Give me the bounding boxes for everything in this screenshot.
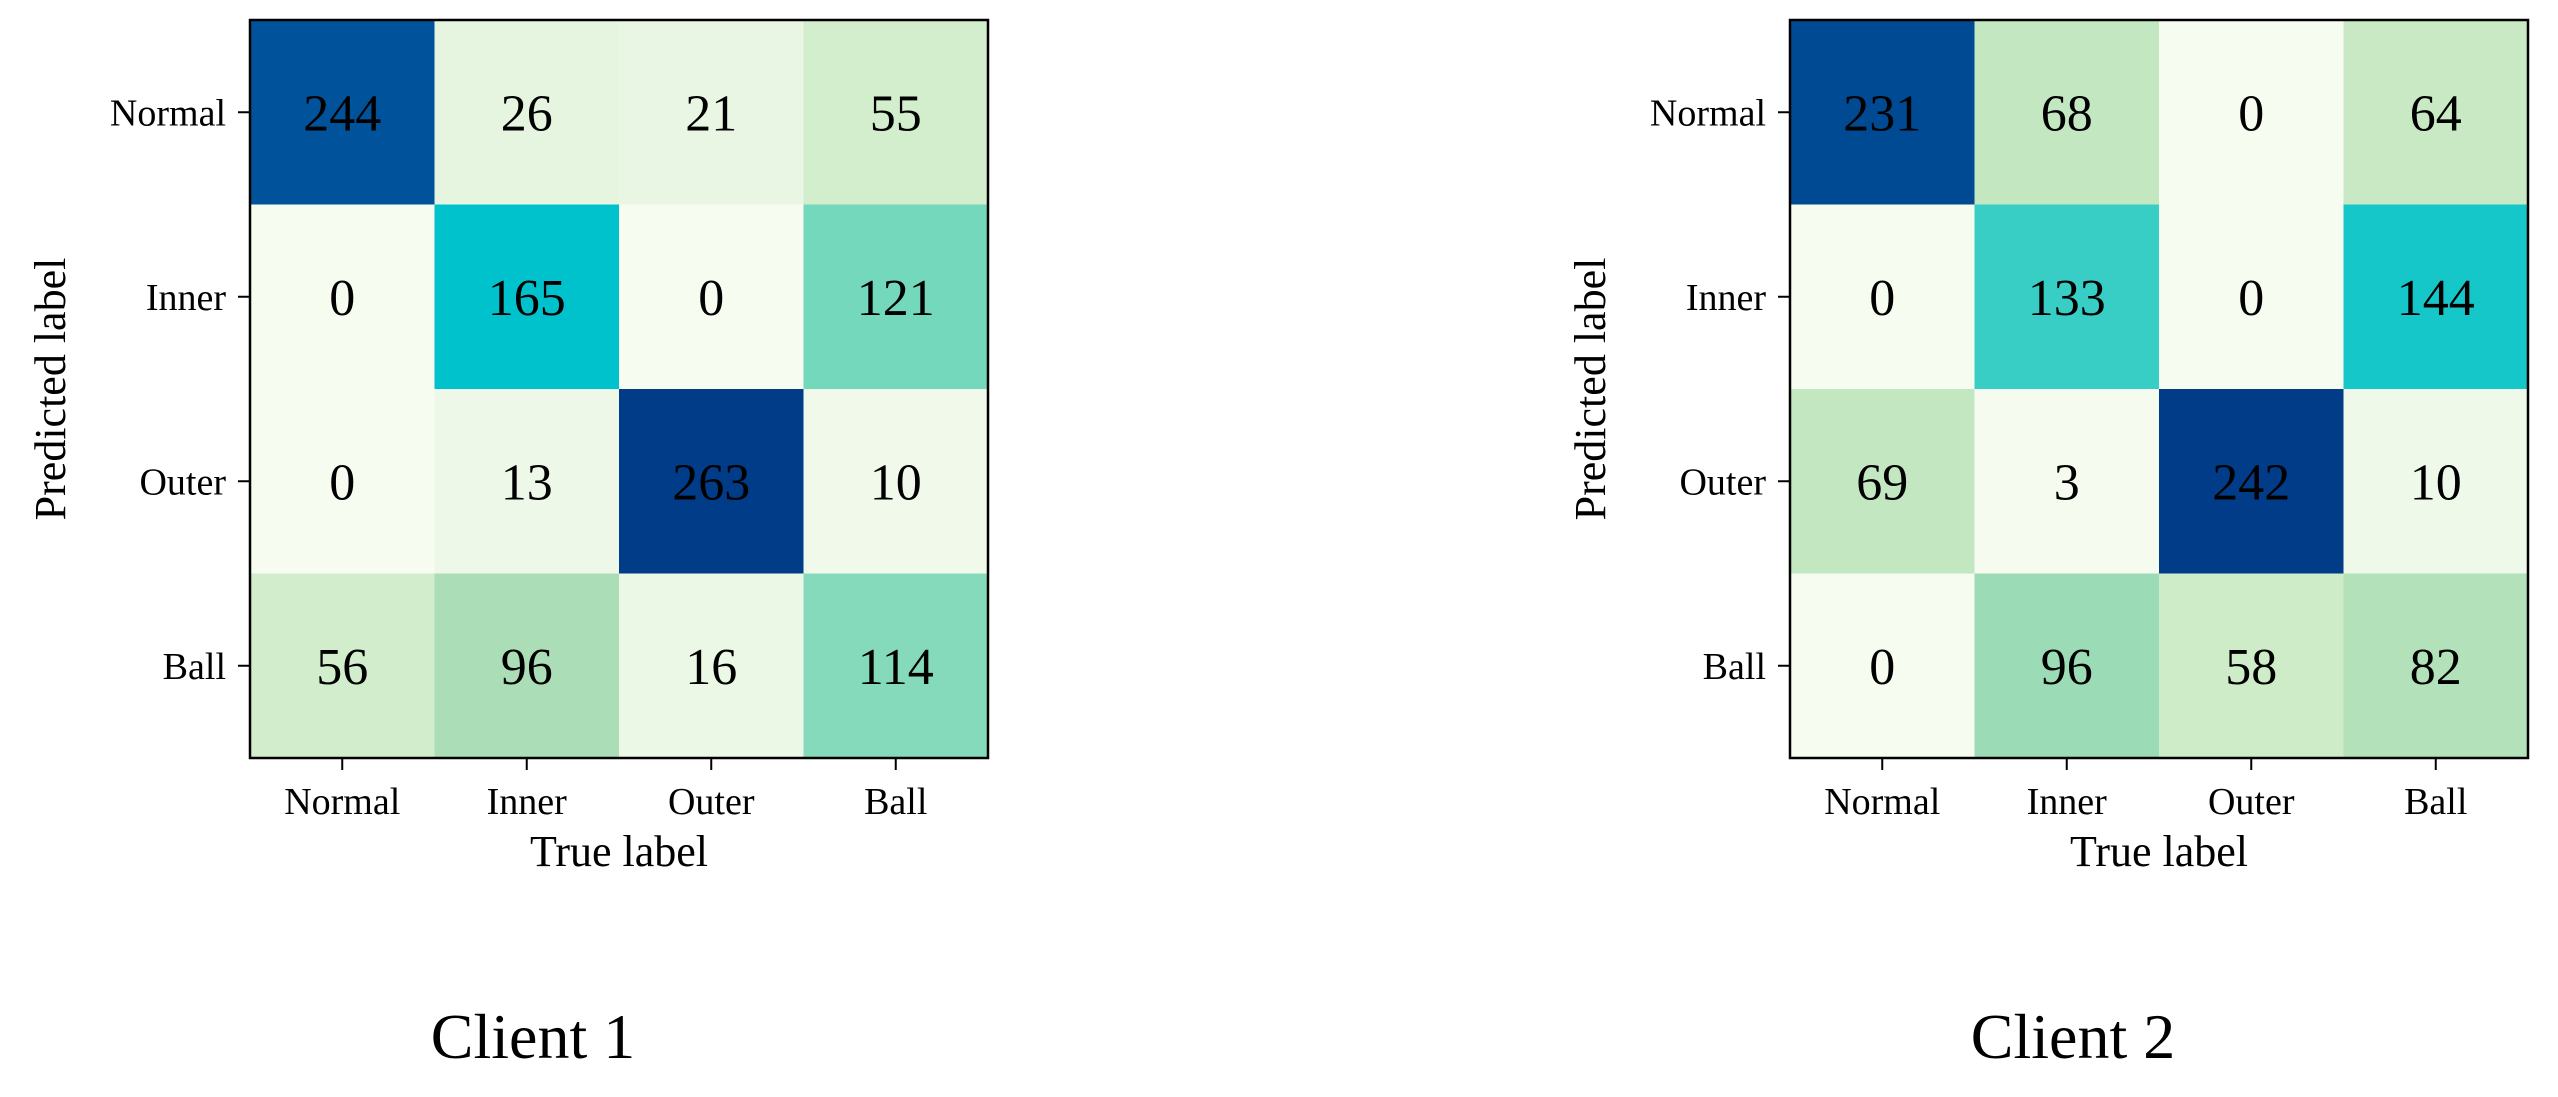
cm2-value-r0-c0: 231 bbox=[1843, 85, 1921, 142]
cm1-cell-r3-c2 bbox=[619, 573, 804, 758]
cm2-value-r2-c3: 10 bbox=[2410, 454, 2462, 511]
cm2-cell-r1-c0 bbox=[1790, 204, 1975, 389]
cm2-value-r3-c1: 96 bbox=[2041, 639, 2093, 696]
cm2-cell-r1-c3 bbox=[2343, 204, 2528, 389]
cm1-cell-r0-c2 bbox=[619, 20, 804, 205]
cm2-xtick-label-2: Outer bbox=[2208, 781, 2295, 823]
cm1-ytick-label-2: Outer bbox=[139, 461, 226, 503]
cm2-cell-r2-c0 bbox=[1790, 389, 1975, 574]
cm1-cell-r0-c0 bbox=[250, 20, 435, 205]
cm1-ytick-label-1: Inner bbox=[146, 277, 227, 319]
cm1-value-r3-c1: 96 bbox=[501, 639, 553, 696]
cm2-cell-r1-c2 bbox=[2159, 204, 2344, 389]
cm2-value-r3-c3: 82 bbox=[2410, 639, 2462, 696]
cm1-value-r1-c3: 121 bbox=[857, 270, 935, 327]
caption-client-1: Client 1 bbox=[430, 1001, 636, 1072]
cm1-frame bbox=[248, 18, 990, 760]
cm2-xtick-label-1: Inner bbox=[2027, 781, 2108, 823]
cm2-cell-r0-c1 bbox=[1974, 20, 2159, 205]
cm1-cell-r2-c3 bbox=[803, 389, 988, 574]
cm1-cell-r2-c1 bbox=[434, 389, 619, 574]
cm2-cell-r3-c1 bbox=[1974, 573, 2159, 758]
cm2-value-r1-c3: 144 bbox=[2397, 270, 2475, 327]
cm2-cell-r3-c0 bbox=[1790, 573, 1975, 758]
cm2-value-r0-c1: 68 bbox=[2041, 85, 2093, 142]
caption-client-2: Client 2 bbox=[1970, 1001, 2176, 1072]
cm1-value-r1-c2: 0 bbox=[698, 270, 724, 327]
cm1-value-r2-c3: 10 bbox=[870, 454, 922, 511]
cm1-cell-r1-c1 bbox=[434, 204, 619, 389]
cm2-ytick-label-0: Normal bbox=[1650, 92, 1766, 134]
cm2-value-r1-c2: 0 bbox=[2238, 270, 2264, 327]
cm2-ytick-label-1: Inner bbox=[1686, 277, 1767, 319]
cm2-ytick-label-3: Ball bbox=[1703, 646, 1766, 688]
cm1-value-r2-c1: 13 bbox=[501, 454, 553, 511]
cm1-value-r2-c0: 0 bbox=[329, 454, 355, 511]
cm1-ytick-label-0: Normal bbox=[110, 92, 226, 134]
cm1-cell-r2-c2 bbox=[619, 389, 804, 574]
cm1-xtick-label-0: Normal bbox=[284, 781, 400, 823]
cm2-cell-r2-c2 bbox=[2159, 389, 2344, 574]
cm2-xlabel: True label bbox=[2070, 827, 2248, 876]
cm2-cell-r1-c1 bbox=[1974, 204, 2159, 389]
cm1-cell-r1-c3 bbox=[803, 204, 988, 389]
cm1-cell-r0-c3 bbox=[803, 20, 988, 205]
cm2-cell-r2-c3 bbox=[2343, 389, 2528, 574]
cm1-cell-r1-c0 bbox=[250, 204, 435, 389]
cm1-cell-r3-c3 bbox=[803, 573, 988, 758]
cm2-value-r1-c1: 133 bbox=[2028, 270, 2106, 327]
cm1-value-r1-c0: 0 bbox=[329, 270, 355, 327]
cm2-cell-r0-c3 bbox=[2343, 20, 2528, 205]
cm2-value-r2-c0: 69 bbox=[1856, 454, 1908, 511]
cm2-value-r1-c0: 0 bbox=[1869, 270, 1895, 327]
cm2-cell-r0-c2 bbox=[2159, 20, 2344, 205]
cm2-ylabel: Predicted label bbox=[1566, 258, 1615, 521]
cm2-cell-r3-c2 bbox=[2159, 573, 2344, 758]
cm1-cell-r0-c1 bbox=[434, 20, 619, 205]
cm1-cell-r1-c2 bbox=[619, 204, 804, 389]
cm1-cell-r2-c0 bbox=[250, 389, 435, 574]
cm1-xtick-label-2: Outer bbox=[668, 781, 755, 823]
cm1-xtick-label-3: Ball bbox=[864, 781, 927, 823]
cm1-value-r3-c2: 16 bbox=[685, 639, 737, 696]
cm2-frame bbox=[1788, 18, 2530, 760]
cm1-value-r0-c2: 21 bbox=[685, 85, 737, 142]
cm2-xtick-label-3: Ball bbox=[2404, 781, 2467, 823]
cm1-ylabel: Predicted label bbox=[26, 258, 75, 521]
cm2-xtick-label-0: Normal bbox=[1824, 781, 1940, 823]
cm1-value-r3-c0: 56 bbox=[316, 639, 368, 696]
cm1-value-r0-c3: 55 bbox=[870, 85, 922, 142]
cm2-cell-r3-c3 bbox=[2343, 573, 2528, 758]
cm1-value-r2-c2: 263 bbox=[672, 454, 750, 511]
cm2-value-r3-c2: 58 bbox=[2225, 639, 2277, 696]
cm1-cell-r3-c1 bbox=[434, 573, 619, 758]
cm2-ytick-label-2: Outer bbox=[1679, 461, 1766, 503]
cm1-value-r0-c0: 244 bbox=[303, 85, 381, 142]
cm2-value-r0-c3: 64 bbox=[2410, 85, 2462, 142]
cm2-value-r2-c2: 242 bbox=[2212, 454, 2290, 511]
cm2-cell-r0-c0 bbox=[1790, 20, 1975, 205]
cm1-xtick-label-1: Inner bbox=[487, 781, 568, 823]
cm2-value-r0-c2: 0 bbox=[2238, 85, 2264, 142]
cm1-xlabel: True label bbox=[530, 827, 708, 876]
cm1-value-r3-c3: 114 bbox=[858, 639, 934, 696]
cm1-cell-r3-c0 bbox=[250, 573, 435, 758]
cm2-cell-r2-c1 bbox=[1974, 389, 2159, 574]
cm2-value-r2-c1: 3 bbox=[2054, 454, 2080, 511]
cm1-ytick-label-3: Ball bbox=[163, 646, 226, 688]
cm1-value-r0-c1: 26 bbox=[501, 85, 553, 142]
cm1-value-r1-c1: 165 bbox=[488, 270, 566, 327]
cm2-value-r3-c0: 0 bbox=[1869, 639, 1895, 696]
